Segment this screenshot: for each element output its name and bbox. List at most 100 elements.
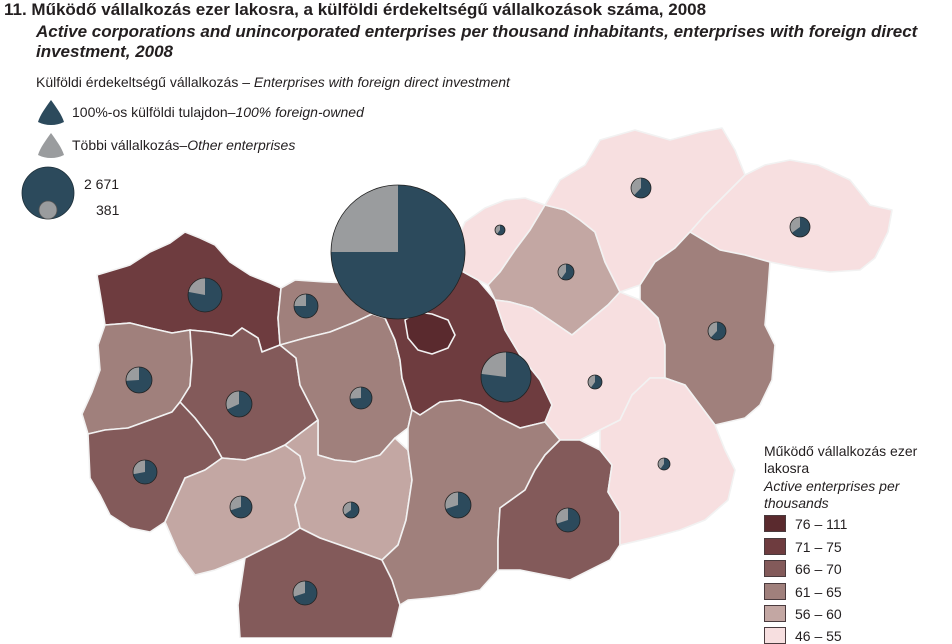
pie-slice-foreign-owned — [445, 492, 472, 519]
legend-item-other-label-hu: Többi vállalkozás — [72, 137, 180, 153]
title-english: Active corporations and unincorporated e… — [36, 22, 918, 61]
class-legend-item: 61 – 65 — [764, 583, 842, 600]
pie-outline — [229, 495, 253, 519]
pie-slice-foreign-owned — [188, 278, 222, 312]
pie-chart — [494, 224, 506, 236]
pie-slice-foreign-owned — [590, 375, 602, 389]
class-legend-item: 71 – 75 — [764, 538, 842, 555]
pie-slice-foreign-owned — [791, 217, 810, 237]
class-legend-title-hu: Működő vállalkozás ezer lakosra — [764, 443, 918, 476]
class-legend-title-en: Active enterprises per thousands — [764, 478, 900, 511]
class-swatch — [764, 538, 786, 555]
pie-slice-foreign-owned — [294, 294, 318, 318]
pie-outline — [587, 374, 603, 390]
size-legend: 2 671 381 — [20, 165, 150, 225]
pie-chart — [587, 374, 603, 390]
pie-chart — [229, 495, 253, 519]
pie-outline — [293, 293, 319, 319]
pie-outline — [125, 366, 153, 394]
pie-legend-heading-hu: Külföldi érdekeltségű vállalkozás — [36, 74, 239, 90]
class-swatch — [764, 560, 786, 577]
pie-chart — [125, 366, 153, 394]
pie-outline — [480, 351, 532, 403]
pie-slice-foreign-owned — [350, 387, 372, 410]
class-legend-item: 56 – 60 — [764, 605, 842, 622]
class-label: 66 – 70 — [795, 560, 842, 577]
pie-chart — [707, 321, 727, 341]
pie-chart — [225, 390, 253, 418]
foreign-owned-triangle-icon — [38, 100, 64, 125]
pie-chart — [630, 177, 652, 199]
class-legend: Működő vállalkozás ezer lakosra Active e… — [764, 443, 952, 644]
pie-chart — [293, 293, 319, 319]
pie-slice-foreign-owned — [227, 391, 252, 418]
pie-outline — [657, 457, 671, 471]
class-label: 61 – 65 — [795, 583, 842, 600]
pie-slice-foreign-owned — [710, 322, 726, 340]
pie-outline — [557, 263, 575, 281]
legend-item-foreign-owned: 100%-os külföldi tulajdon – 100% foreign… — [36, 98, 364, 126]
pie-chart — [480, 351, 532, 403]
class-swatch — [764, 515, 786, 532]
pie-slice-foreign-owned — [133, 460, 158, 485]
pie-legend-heading: Külföldi érdekeltségű vállalkozás – Ente… — [36, 74, 510, 90]
class-label: 76 – 111 — [795, 515, 848, 532]
class-swatch — [764, 583, 786, 600]
pie-outline — [349, 386, 373, 410]
pie-slice-foreign-owned — [634, 177, 652, 199]
class-legend-item: 46 – 55 — [764, 627, 842, 644]
pie-chart — [292, 580, 318, 606]
legend-item-other: Többi vállalkozás – Other enterprises — [36, 131, 295, 159]
pie-chart — [444, 491, 472, 519]
pie-slice-foreign-owned — [293, 581, 317, 605]
pie-chart — [187, 277, 223, 313]
county-hajdu — [639, 231, 776, 426]
size-legend-small-circle — [38, 200, 58, 220]
title-hungarian: 11. Működő vállalkozás ezer lakosra, a k… — [4, 0, 707, 19]
pie-outline — [225, 390, 253, 418]
size-legend-circles — [21, 166, 75, 220]
pie-slice-foreign-owned — [497, 225, 506, 236]
pie-slice-foreign-owned — [561, 264, 574, 281]
size-legend-max: 2 671 — [84, 176, 120, 192]
pie-slice-foreign-owned — [556, 508, 581, 532]
pie-outline — [789, 216, 811, 238]
class-legend-item: 76 – 111 — [764, 515, 847, 532]
pie-chart — [342, 501, 360, 519]
pie-outline — [132, 459, 158, 485]
legend-item-other-label-en: Other enterprises — [187, 137, 296, 153]
pie-slice-foreign-owned — [126, 367, 152, 393]
pie-outline — [707, 321, 727, 341]
pie-outline — [330, 184, 466, 320]
pie-outline — [187, 277, 223, 313]
pie-legend-heading-en: Enterprises with foreign direct investme… — [253, 74, 510, 90]
class-swatch — [764, 627, 786, 644]
pie-outline — [555, 507, 581, 533]
pie-outline — [292, 580, 318, 606]
other-enterprises-triangle-icon — [38, 133, 64, 158]
class-label: 46 – 55 — [795, 627, 842, 644]
pie-outline — [494, 224, 506, 236]
pie-slice-foreign-owned — [481, 352, 531, 402]
class-legend-item: 66 – 70 — [764, 560, 842, 577]
pie-slice-foreign-owned — [331, 185, 465, 319]
pie-chart — [132, 459, 158, 485]
pie-slice-foreign-owned — [660, 458, 670, 471]
class-label: 71 – 75 — [795, 538, 842, 555]
pie-outline — [630, 177, 652, 199]
pie-outline — [342, 501, 360, 519]
legend-item-foreign-owned-label-hu: 100%-os külföldi tulajdon — [72, 104, 228, 120]
pie-slice-foreign-owned — [230, 496, 252, 519]
pie-chart — [555, 507, 581, 533]
pie-chart — [349, 386, 373, 410]
size-legend-min: 381 — [96, 202, 120, 218]
class-label: 56 – 60 — [795, 605, 842, 622]
class-swatch — [764, 605, 786, 622]
pie-chart — [557, 263, 575, 281]
pie-slice-foreign-owned — [344, 502, 359, 518]
pie-outline — [444, 491, 472, 519]
county-baranya — [237, 527, 401, 638]
pie-chart — [789, 216, 811, 238]
pie-chart — [657, 457, 671, 471]
